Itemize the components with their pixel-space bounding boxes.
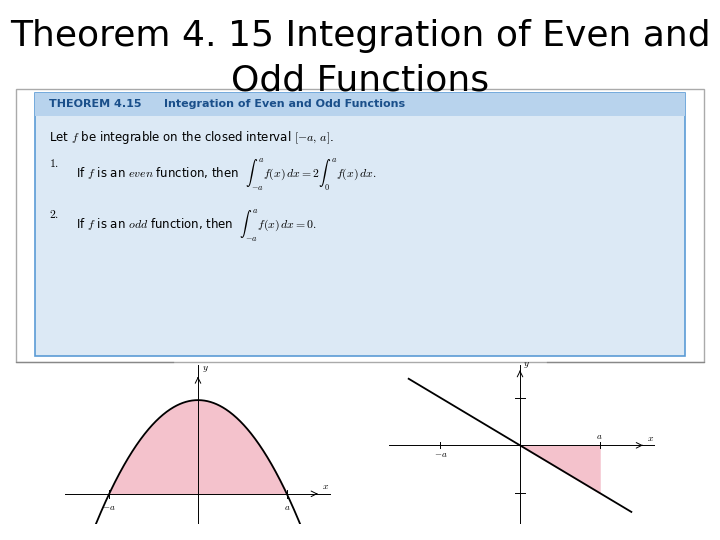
- Text: $\bf{1.}$: $\bf{1.}$: [49, 157, 59, 170]
- Text: $a$: $a$: [284, 503, 290, 512]
- Text: Let $f$ be integrable on the closed interval $[-a,\, a]$.: Let $f$ be integrable on the closed inte…: [49, 129, 334, 145]
- Text: $\bf{2.}$: $\bf{2.}$: [49, 208, 59, 221]
- Text: $x$: $x$: [323, 481, 330, 491]
- Text: $x$: $x$: [647, 434, 654, 443]
- Text: Integration of Even and Odd Functions: Integration of Even and Odd Functions: [164, 99, 405, 110]
- Text: $y$: $y$: [202, 364, 208, 374]
- FancyBboxPatch shape: [16, 89, 704, 362]
- Text: If $f$ is an $\it{even}$ function, then  $\int_{-a}^{a} f(x)\,dx = 2\int_{0}^{a}: If $f$ is an $\it{even}$ function, then …: [76, 157, 377, 193]
- FancyBboxPatch shape: [35, 93, 685, 116]
- FancyBboxPatch shape: [35, 93, 685, 356]
- Text: $y$: $y$: [523, 360, 530, 370]
- Text: $-a$: $-a$: [102, 503, 116, 512]
- Text: Theorem 4. 15 Integration of Even and: Theorem 4. 15 Integration of Even and: [9, 19, 711, 53]
- Text: If $f$ is an $\it{odd}$ function, then  $\int_{-a}^{a} f(x)\,dx = 0.$: If $f$ is an $\it{odd}$ function, then $…: [76, 208, 317, 245]
- Text: $-a$: $-a$: [433, 450, 447, 459]
- Text: Odd Functions: Odd Functions: [231, 64, 489, 98]
- Text: THEOREM 4.15: THEOREM 4.15: [49, 99, 141, 110]
- Text: $a$: $a$: [596, 431, 603, 441]
